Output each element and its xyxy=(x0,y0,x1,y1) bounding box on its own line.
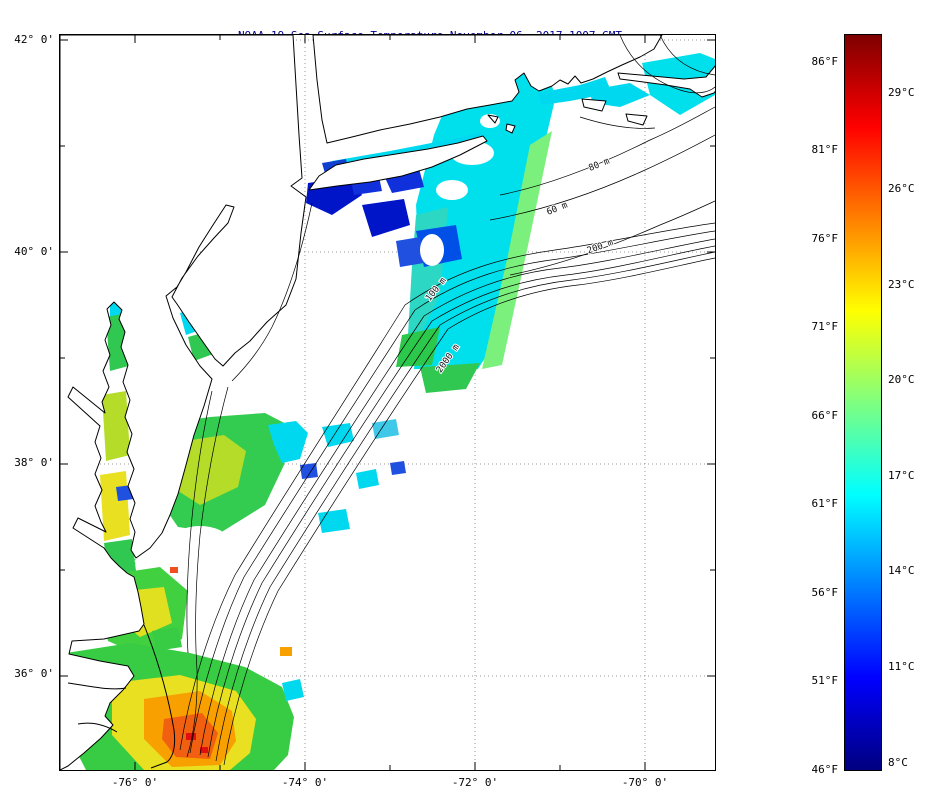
depth-label-80m: 80 m xyxy=(587,156,611,173)
gardiners-island xyxy=(487,114,499,124)
mainland-coast xyxy=(59,34,307,771)
colorbar-f-label: 46°F xyxy=(811,763,839,776)
colorbar-f-label: 66°F xyxy=(811,409,839,422)
new-england-coast xyxy=(312,34,663,144)
x-tick-label-70: -70° 0' xyxy=(621,776,669,789)
colorbar-f-label: 86°F xyxy=(811,55,839,68)
depth-label-60m: 60 m xyxy=(545,200,569,217)
map-canvas: 80 m 60 m 200 m 100 m 2000 m xyxy=(59,34,729,771)
colorbar-f-label: 81°F xyxy=(811,143,839,156)
colorbar-c-label: 26°C xyxy=(888,182,915,195)
colorbar-c-label: 29°C xyxy=(888,86,915,99)
marthas-vineyard xyxy=(581,98,607,112)
nantucket xyxy=(625,113,648,126)
colorbar xyxy=(844,34,882,771)
colorbar-c-label: 23°C xyxy=(888,278,915,291)
x-tick-label-72: -72° 0' xyxy=(451,776,499,789)
colorbar-c-label: 11°C xyxy=(888,660,915,673)
block-island xyxy=(505,123,516,134)
colorbar-c-label: 17°C xyxy=(888,469,915,482)
colorbar-gradient xyxy=(845,35,881,770)
bathymetry-contours xyxy=(179,34,716,766)
y-tick-label-40: 40° 0' xyxy=(14,245,54,258)
colorbar-f-label: 61°F xyxy=(811,497,839,510)
axis-ticks xyxy=(60,35,715,770)
colorbar-f-label: 76°F xyxy=(811,232,839,245)
y-tick-label-42: 42° 0' xyxy=(14,33,54,46)
colorbar-c-label: 8°C xyxy=(888,756,908,769)
coastline-land xyxy=(59,34,729,771)
colorbar-c-label: 20°C xyxy=(888,373,915,386)
y-tick-label-38: 38° 0' xyxy=(14,456,54,469)
colorbar-f-label: 71°F xyxy=(811,320,839,333)
barrier-islands xyxy=(67,624,176,769)
x-tick-label-76: -76° 0' xyxy=(111,776,159,789)
long-island xyxy=(308,135,488,191)
y-tick-label-36: 36° 0' xyxy=(14,667,54,680)
colorbar-f-label: 56°F xyxy=(811,586,839,599)
depth-label-200m: 200 m xyxy=(586,238,615,257)
colorbar-c-label: 14°C xyxy=(888,564,915,577)
colorbar-f-label: 51°F xyxy=(811,674,839,687)
map-plot: 80 m 60 m 200 m 100 m 2000 m xyxy=(59,34,729,771)
x-tick-label-74: -74° 0' xyxy=(281,776,329,789)
